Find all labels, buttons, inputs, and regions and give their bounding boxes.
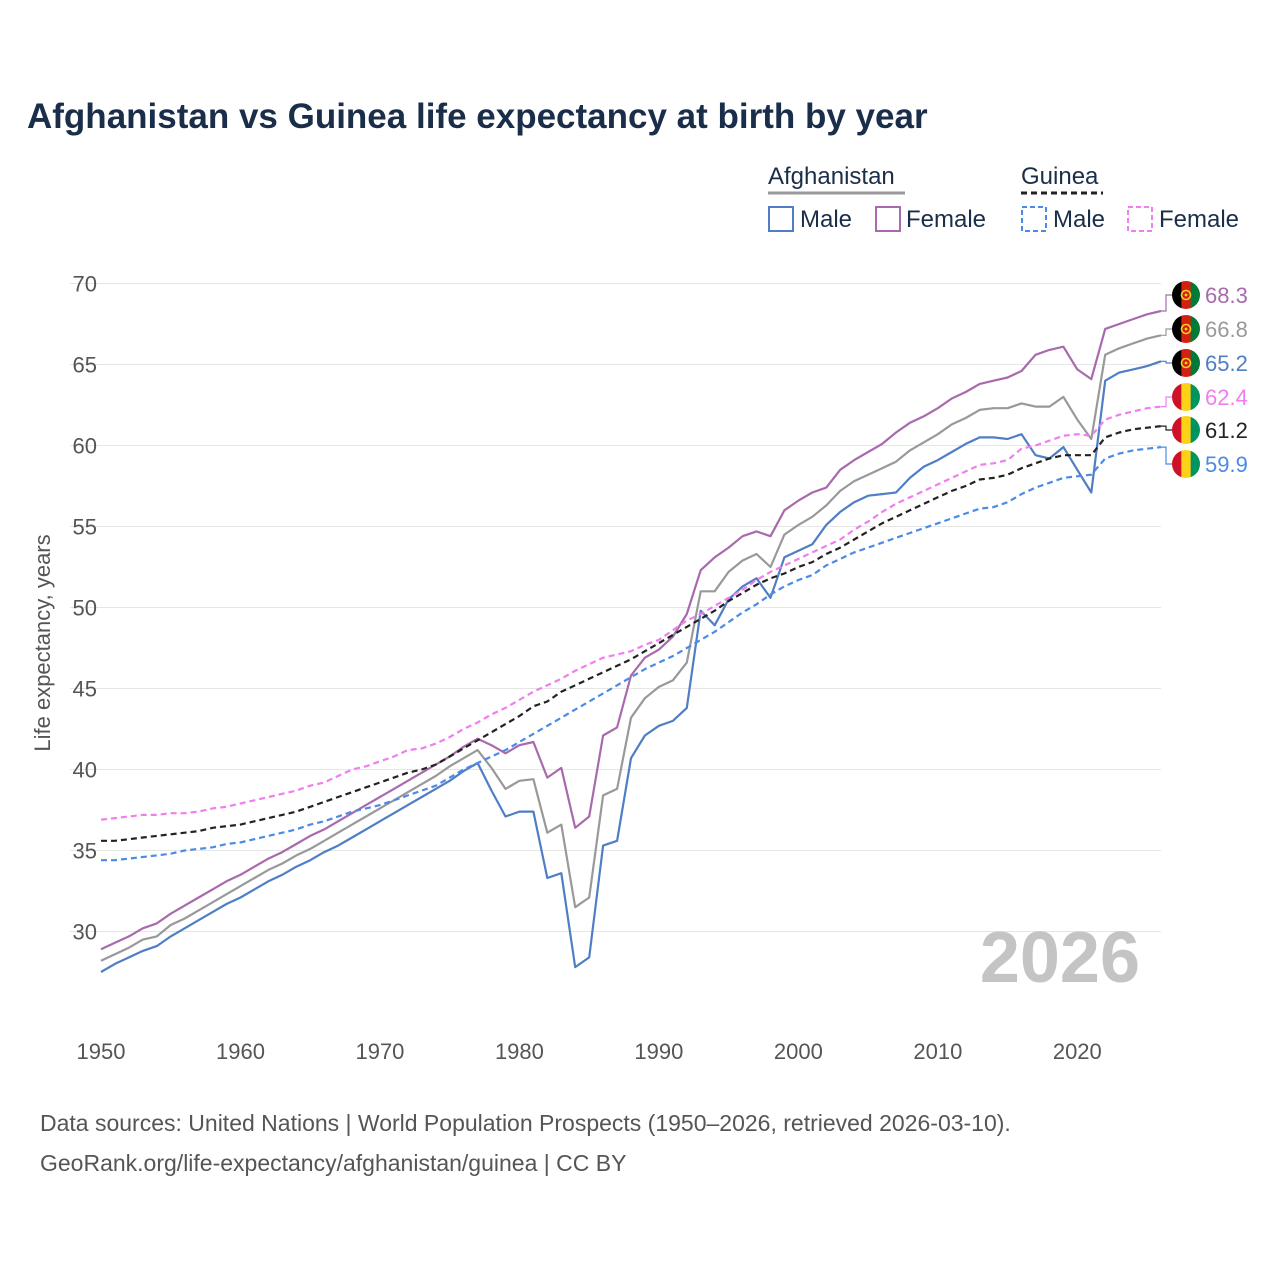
x-tick-1960: 1960 [216, 1039, 265, 1064]
series-afghanistan-male [100, 360, 1162, 973]
year-watermark: 2026 [980, 918, 1140, 998]
legend-guinea-male-swatch [1021, 206, 1047, 232]
legend-group-guinea: Guinea Male Female [1021, 163, 1239, 233]
y-tick-70: 70 [73, 272, 97, 297]
end-marker-afghanistan-male: 65.2 [1161, 349, 1248, 377]
legend-country-afghanistan: Afghanistan [768, 163, 895, 190]
x-tick-1980: 1980 [495, 1039, 544, 1064]
legend-afghanistan-male-swatch [768, 206, 794, 232]
guinea-flag-icon [1172, 416, 1200, 444]
guinea-flag-icon [1172, 450, 1200, 478]
x-tick-2010: 2010 [913, 1039, 962, 1064]
afghanistan-flag-icon [1172, 281, 1200, 309]
y-axis-label: Life expectancy, years [30, 534, 55, 751]
end-value-label: 68.3 [1205, 283, 1248, 308]
end-marker-afghanistan-female: 68.3 [1161, 281, 1248, 312]
x-axis-ticks: 1950 1960 1970 1980 1990 2000 2010 2020 [77, 1039, 1102, 1064]
legend-country-guinea: Guinea [1021, 163, 1099, 190]
legend: Afghanistan Male Female Guinea Male Fema… [768, 163, 1239, 233]
x-tick-1990: 1990 [634, 1039, 683, 1064]
end-connector [1161, 360, 1172, 364]
afghanistan-flag-icon [1172, 315, 1200, 343]
legend-guinea-male-label: Male [1053, 206, 1105, 233]
end-connector [1161, 396, 1172, 408]
end-marker-guinea-male: 59.9 [1161, 446, 1248, 478]
end-markers: 68.3 66.8 65.2 62.4 61.2 59.9 [1161, 281, 1248, 478]
legend-guinea-female-label: Female [1159, 206, 1239, 233]
series-guinea-male [101, 446, 1162, 862]
series-guinea-total [101, 425, 1162, 842]
x-tick-1970: 1970 [355, 1039, 404, 1064]
end-connector [1161, 446, 1172, 465]
end-value-label: 59.9 [1205, 452, 1248, 477]
gridlines [70, 283, 1161, 932]
chart-title: Afghanistan vs Guinea life expectancy at… [27, 97, 928, 136]
y-tick-50: 50 [73, 596, 97, 621]
end-value-label: 62.4 [1205, 385, 1248, 410]
legend-guinea-female-swatch [1127, 206, 1153, 232]
y-tick-65: 65 [73, 353, 97, 378]
source-line-2: GeoRank.org/life-expectancy/afghanistan/… [40, 1150, 626, 1176]
end-value-label: 66.8 [1205, 317, 1248, 342]
legend-afghanistan-female-label: Female [906, 206, 986, 233]
legend-group-afghanistan: Afghanistan Male Female [768, 163, 986, 233]
end-connector [1161, 328, 1172, 336]
legend-afghanistan-male-label: Male [800, 206, 852, 233]
end-marker-guinea-total: 61.2 [1161, 416, 1248, 444]
y-tick-45: 45 [73, 677, 97, 702]
x-tick-1950: 1950 [77, 1039, 126, 1064]
end-connector [1161, 294, 1172, 312]
end-marker-afghanistan-total: 66.8 [1161, 315, 1248, 343]
y-tick-40: 40 [73, 758, 97, 783]
end-connector [1161, 425, 1172, 431]
series-lines [100, 309, 1162, 973]
y-tick-30: 30 [73, 920, 97, 945]
x-tick-2000: 2000 [774, 1039, 823, 1064]
afghanistan-flag-icon [1172, 349, 1200, 377]
y-axis-ticks: 30 35 40 45 50 55 60 65 70 [73, 272, 97, 945]
series-afghanistan-female [100, 309, 1162, 951]
end-marker-guinea-female: 62.4 [1161, 383, 1248, 411]
y-tick-35: 35 [73, 839, 97, 864]
y-tick-55: 55 [73, 515, 97, 540]
series-guinea-female [100, 405, 1162, 821]
source-line-1: Data sources: United Nations | World Pop… [40, 1110, 1011, 1136]
end-value-label: 61.2 [1205, 418, 1248, 443]
y-tick-60: 60 [73, 434, 97, 459]
x-tick-2020: 2020 [1053, 1039, 1102, 1064]
series-afghanistan-total [100, 334, 1162, 962]
legend-afghanistan-female-swatch [875, 206, 901, 232]
end-value-label: 65.2 [1205, 351, 1248, 376]
guinea-flag-icon [1172, 383, 1200, 411]
